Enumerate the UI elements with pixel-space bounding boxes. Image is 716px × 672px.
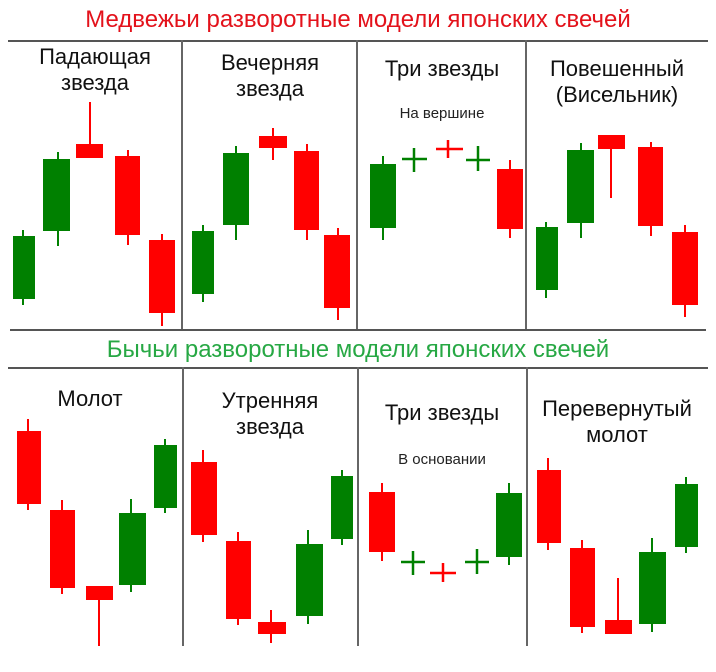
label-line2: звезда [236,414,304,439]
pattern-label-three-stars-bottom: Три звезды [358,400,526,426]
label-line1: Молот [57,386,123,411]
pattern-label-hanging-man: Повешенный (Висельник) [527,56,707,108]
label-line2: звезда [61,70,129,95]
pattern-sublabel-top: На вершине [399,105,485,122]
shooting-star-candles [13,102,175,326]
label-line1: Утренняя [221,388,319,413]
label-line2: молот [586,422,648,447]
bearish-bottom-divider [10,329,706,331]
bearish-column-divider-3 [525,40,527,330]
pattern-sublabel-bottom: В основании [398,451,486,468]
label-line1: Три звезды [384,56,500,81]
label-line1: Три звезды [384,400,500,425]
bullish-column-divider-2 [357,367,359,646]
bearish-section-title: Медвежьи разворотные модели японских све… [85,6,631,33]
evening-star-candles [192,128,350,320]
bearish-column-divider-2 [356,40,358,330]
label-line2: (Висельник) [555,82,679,107]
label-line1: Падающая [39,44,151,69]
pattern-label-evening-star: Вечерняя звезда [184,50,356,102]
morning-star-candles [191,450,353,643]
inverted-hammer-candles [537,458,698,634]
pattern-label-morning-star: Утренняя звезда [184,388,356,440]
bullish-column-divider-3 [526,367,528,646]
pattern-label-inverted-hammer: Перевернутый молот [527,396,707,448]
bullish-section-title: Бычьи разворотные модели японских свечей [106,336,610,363]
label-line1: Перевернутый [542,396,692,421]
hammer-candles [17,419,177,646]
hanging-man-candles [536,135,698,317]
pattern-label-three-stars-top: Три звезды [358,56,526,82]
label-line1: Повешенный [549,56,684,81]
bullish-column-divider-1 [182,367,184,646]
bearish-column-divider-1 [181,40,183,330]
label-line1: Вечерняя [220,50,320,75]
label-line2: звезда [236,76,304,101]
bearish-top-divider [8,40,708,42]
pattern-label-shooting-star: Падающая звезда [10,44,180,96]
three-stars-top-candles [370,140,523,240]
three-stars-bottom-candles [369,483,522,582]
pattern-label-hammer: Молот [10,386,170,412]
